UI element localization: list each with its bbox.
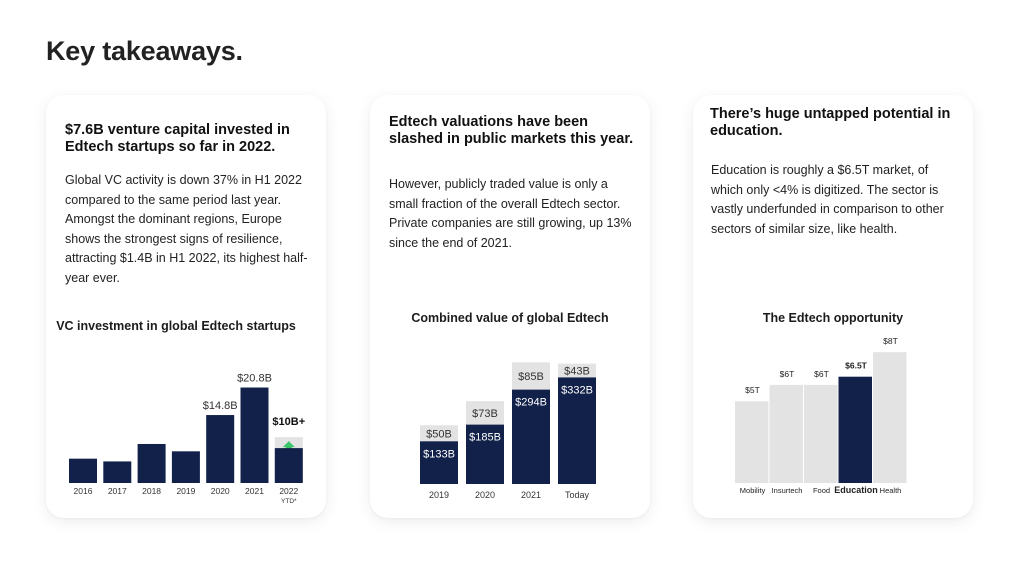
card-edtech-valuations: Edtech valuations have been slashed in p… bbox=[370, 95, 650, 518]
data-label: $6T bbox=[814, 369, 829, 379]
card-body: Global VC activity is down 37% in H1 202… bbox=[65, 173, 308, 285]
bar bbox=[873, 352, 907, 483]
x-tick-label: 2017 bbox=[108, 486, 127, 496]
card-heading: $7.6B venture capital invested in Edtech… bbox=[65, 122, 290, 155]
data-label: $5T bbox=[745, 385, 760, 395]
bar bbox=[240, 387, 269, 483]
x-tick-label: 2018 bbox=[142, 486, 161, 496]
bar bbox=[103, 461, 132, 483]
bar bbox=[838, 376, 872, 483]
public-bar bbox=[420, 425, 458, 442]
bar bbox=[69, 458, 97, 483]
vc-investment-chart: 2016 2017 2018 2019 $14.8B 2020 $20.8B 2021 $10B… bbox=[69, 373, 305, 505]
card-vc-investment: $7.6B venture capital invested in Edtech… bbox=[46, 95, 326, 518]
public-value-label: $85B bbox=[518, 371, 544, 383]
x-tick-label: 2020 bbox=[475, 490, 495, 500]
x-tick-label: 2021 bbox=[521, 490, 541, 500]
x-tick-label: 2019 bbox=[429, 490, 449, 500]
public-value-label: $43B bbox=[564, 366, 590, 378]
x-tick-label: Education bbox=[834, 485, 878, 495]
x-tick-label: 2019 bbox=[176, 486, 195, 496]
x-tick-label: 2016 bbox=[74, 486, 93, 496]
data-label: $6.5T bbox=[845, 361, 868, 371]
private-value-label: $185B bbox=[469, 432, 501, 444]
data-label: $6T bbox=[780, 369, 795, 379]
private-bar bbox=[512, 389, 550, 484]
x-tick-label: Mobility bbox=[740, 486, 766, 495]
bar bbox=[735, 401, 769, 483]
private-bar bbox=[558, 377, 596, 484]
data-label: $20.8B bbox=[237, 373, 272, 385]
edtech-opportunity-chart: $5T Mobility $6T Insurtech $6T Food $6.5T Educa… bbox=[735, 336, 907, 495]
bar bbox=[769, 384, 803, 483]
public-bar bbox=[512, 362, 550, 390]
x-tick-label: 2021 bbox=[245, 486, 264, 496]
x-tick-label: 2020 bbox=[211, 486, 230, 496]
private-bar bbox=[466, 424, 504, 484]
projection-label: $10B+ bbox=[272, 416, 305, 428]
x-tick-sublabel: YTD* bbox=[281, 498, 297, 505]
card-heading: Edtech valuations have been slashed in p… bbox=[389, 114, 634, 147]
private-value-label: $332B bbox=[561, 384, 593, 396]
card-heading: There’s huge untapped potential in educa… bbox=[710, 106, 951, 139]
chart-title: The Edtech opportunity bbox=[762, 311, 904, 325]
bar bbox=[206, 415, 235, 483]
private-value-label: $294B bbox=[515, 397, 547, 409]
card-edtech-opportunity: There’s huge untapped potential in educa… bbox=[693, 95, 973, 518]
data-label: $14.8B bbox=[203, 400, 238, 412]
public-bar bbox=[466, 401, 504, 425]
public-value-label: $73B bbox=[472, 408, 498, 420]
x-tick-label: Insurtech bbox=[772, 486, 803, 495]
x-tick-label: 2022 bbox=[279, 486, 298, 496]
chart-title: Combined value of global Edtech bbox=[411, 311, 609, 325]
private-bar bbox=[420, 441, 458, 484]
bar bbox=[171, 451, 200, 483]
page-title: Key takeaways. bbox=[46, 36, 243, 66]
bar bbox=[804, 384, 838, 483]
bar bbox=[274, 448, 303, 483]
private-value-label: $133B bbox=[423, 448, 455, 460]
combined-value-chart: $50B $133B 2019 $73B $185B 2020 $85B $294B 2021 $… bbox=[420, 362, 596, 500]
public-bar bbox=[558, 363, 596, 378]
chart-title: VC investment in global Edtech startups bbox=[56, 319, 296, 333]
x-tick-label: Food bbox=[813, 486, 830, 495]
bar bbox=[137, 443, 166, 483]
x-tick-label: Today bbox=[565, 490, 590, 500]
x-tick-label: Health bbox=[880, 486, 902, 495]
card-body: Education is roughly a $6.5T market, of … bbox=[711, 163, 944, 236]
card-body: However, publicly traded value is only a… bbox=[389, 177, 632, 250]
data-label: $8T bbox=[883, 336, 898, 346]
public-value-label: $50B bbox=[426, 428, 452, 440]
